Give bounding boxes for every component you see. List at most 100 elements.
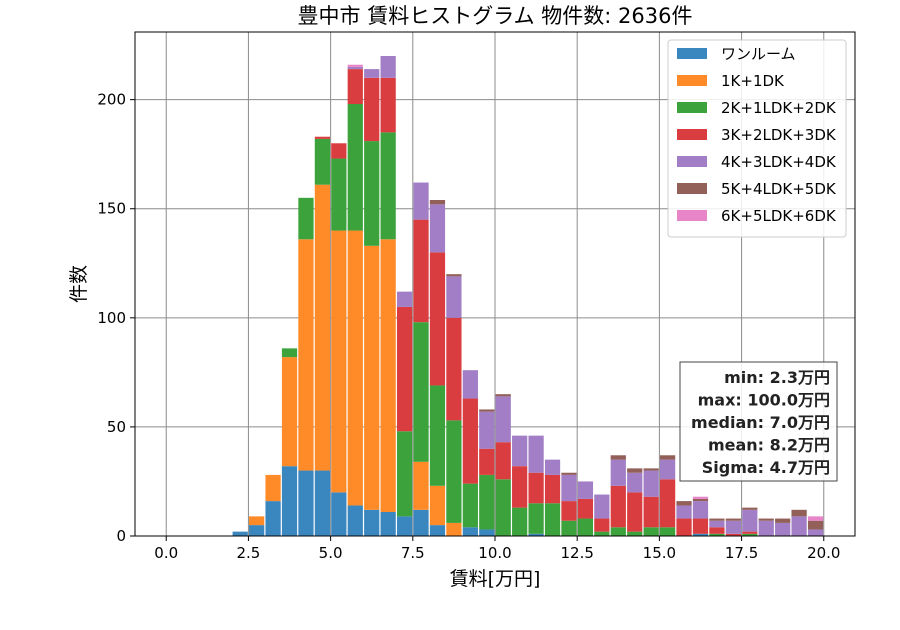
bar-segment — [479, 409, 495, 412]
bar-segment — [232, 531, 248, 536]
legend-swatch — [677, 102, 707, 113]
x-tick-label: 20.0 — [807, 544, 840, 562]
bar-segment — [659, 527, 676, 536]
bar-segment — [791, 516, 807, 536]
legend-swatch — [677, 48, 707, 59]
y-tick-label: 100 — [97, 309, 126, 327]
bar-segment — [396, 306, 413, 432]
legend-swatch — [677, 183, 707, 194]
bar-segment — [742, 509, 758, 532]
bar-segment — [528, 533, 544, 536]
bar-segment — [659, 459, 676, 480]
bar-segment — [709, 527, 725, 534]
bar-segment — [627, 468, 643, 473]
bar-segment — [577, 498, 594, 519]
legend: ワンルーム 1K+1DK 2K+1LDK+2DK 3K+2LDK+3DK 4K+3LDK… — [667, 39, 847, 238]
legend-label: ワンルーム — [721, 45, 796, 63]
bar-segment — [380, 132, 396, 240]
x-tick-label: 15.0 — [643, 544, 676, 562]
bar-segment — [742, 533, 758, 536]
bar-segment — [544, 459, 561, 475]
bar-segment — [429, 525, 446, 536]
bar-segment — [462, 398, 478, 484]
legend-label: 6K+5LDK+6DK — [721, 207, 837, 225]
bar-segment — [429, 385, 446, 486]
legend-swatch — [677, 129, 707, 140]
bar-segment — [709, 518, 725, 521]
bar-segment — [364, 69, 380, 78]
bar-segment — [725, 533, 741, 536]
bar-segment — [709, 520, 725, 528]
bar-segment — [577, 518, 594, 536]
bar-segment — [807, 516, 824, 521]
stats-line: max: 100.0万円 — [698, 391, 830, 410]
legend-label: 2K+1LDK+2DK — [721, 99, 837, 117]
bar-segment — [413, 509, 429, 536]
bar-segment — [364, 77, 380, 142]
bar-segment — [314, 470, 331, 536]
bar-segment — [775, 518, 791, 523]
bar-segment — [446, 420, 462, 523]
stats-line: Sigma: 4.7万円 — [702, 458, 830, 477]
bar-segment — [396, 291, 413, 307]
bar-segment — [462, 370, 478, 399]
bar-segment — [643, 527, 659, 536]
bar-segment — [676, 505, 692, 519]
bar-segment — [462, 527, 478, 536]
bar-segment — [331, 230, 347, 493]
bar-segment — [512, 435, 528, 467]
x-tick-label: 12.5 — [560, 544, 593, 562]
axis-ticks: 0.0 2.5 5.0 7.5 10.0 12.5 15.0 17.5 20.0 0 50 100 15… — [97, 91, 840, 562]
legend-swatch — [677, 156, 707, 167]
bar-segment — [561, 520, 577, 536]
bar-segment — [544, 474, 561, 504]
bar-segment — [331, 492, 347, 536]
bar-segment — [627, 492, 643, 532]
bar-segment — [347, 64, 363, 67]
legend-label: 1K+1DK — [721, 72, 785, 90]
bar-segment — [495, 479, 511, 536]
bar-segment — [807, 520, 824, 530]
bar-segment — [429, 200, 446, 205]
bar-segment — [495, 396, 511, 443]
bar-segment — [610, 455, 626, 460]
bar-segment — [331, 158, 347, 231]
bar-segment — [594, 494, 610, 519]
bar-segment — [298, 470, 314, 536]
bar-segment — [725, 520, 741, 534]
bar-segment — [577, 481, 594, 499]
x-tick-label: 17.5 — [725, 544, 758, 562]
bar-segment — [314, 184, 331, 471]
bar-segment — [347, 66, 363, 70]
x-tick-label: 2.5 — [236, 544, 260, 562]
bar-segment — [347, 69, 363, 104]
legend-label: 3K+2LDK+3DK — [721, 126, 837, 144]
bar-segment — [807, 529, 824, 536]
bar-segment — [692, 496, 709, 499]
bar-segment — [676, 518, 692, 536]
stats-box-frame — [679, 361, 838, 482]
bar-segment — [676, 501, 692, 506]
bar-segment — [610, 527, 626, 536]
bar-segment — [446, 522, 462, 536]
legend-swatch — [677, 210, 707, 221]
bar-segment — [380, 77, 396, 133]
bar-segment — [281, 357, 298, 467]
bar-segment — [429, 252, 446, 386]
bar-segment — [627, 472, 643, 493]
bar-segment — [659, 479, 676, 528]
bar-segment — [462, 483, 478, 528]
y-tick-label: 0 — [116, 527, 126, 545]
bar-segment — [659, 455, 676, 460]
bar-segment — [692, 533, 709, 536]
bar-segment — [791, 509, 807, 517]
bar-segment — [528, 435, 544, 473]
bar-segment — [446, 274, 462, 277]
x-tick-label: 5.0 — [319, 544, 343, 562]
bar-segment — [544, 503, 561, 536]
bar-segment — [775, 522, 791, 536]
legend-label: 5K+4LDK+5DK — [721, 180, 837, 198]
x-tick-label: 0.0 — [154, 544, 178, 562]
bar-segment — [528, 503, 544, 534]
